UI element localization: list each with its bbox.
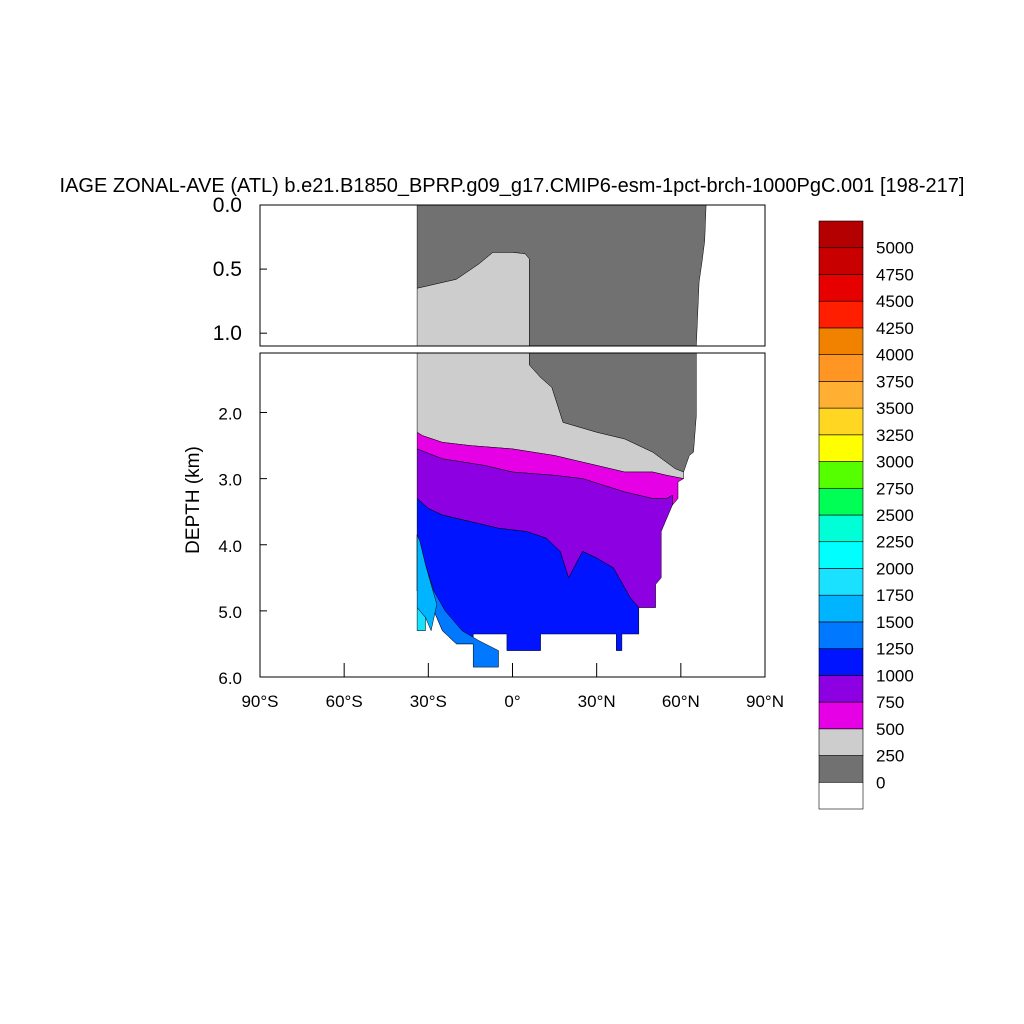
x-tick-label: 30°S <box>410 692 447 711</box>
colorbar-label: 3250 <box>876 426 914 445</box>
x-tick-label: 60°S <box>326 692 363 711</box>
y-tick-label: 3.0 <box>218 471 242 490</box>
colorbar-swatch <box>818 675 864 703</box>
colorbar-label: 1250 <box>876 640 914 659</box>
colorbar-label: 250 <box>876 747 904 766</box>
x-tick-label: 60°N <box>662 692 700 711</box>
colorbar-label: 3000 <box>876 453 914 472</box>
colorbar-swatch <box>818 407 864 436</box>
y-tick-label: 0.0 <box>213 194 242 217</box>
colorbar-label: 4250 <box>876 319 914 338</box>
colorbar-label: 1500 <box>876 613 914 632</box>
y-tick-label: 5.0 <box>218 603 242 622</box>
colorbar-swatch <box>818 541 864 569</box>
x-axis: 90°S 60°S 30°S 0° 30°N 60°N 90°N <box>241 663 784 711</box>
colorbar-swatch <box>818 621 864 649</box>
colorbar-label: 2000 <box>876 559 914 578</box>
y-tick-label: 0.5 <box>213 258 242 281</box>
y-tick-label: 6.0 <box>218 669 242 688</box>
upper-panel: 0.0 0.5 1.0 <box>213 194 766 955</box>
colorbar-swatch <box>818 594 864 623</box>
y-axis-label: DEPTH (km) <box>183 446 204 554</box>
lower-panel: 2.0 3.0 4.0 5.0 6.0 <box>218 352 766 688</box>
colorbar-swatch <box>818 247 864 275</box>
contour-region-1750-2000 <box>417 699 437 885</box>
x-tick-label: 30°N <box>578 692 616 711</box>
colorbar-label: 1000 <box>876 666 914 685</box>
contour-region-500-750 <box>416 252 530 346</box>
colorbar-swatch <box>818 568 864 596</box>
colorbar-label: 0 <box>876 773 885 792</box>
colorbar-label: 3500 <box>876 399 914 418</box>
contour-region-1500-1750 <box>417 699 498 955</box>
contour-region-2000-2250 <box>416 606 426 631</box>
y-tick-label: 1.0 <box>213 322 242 345</box>
colorbar-label: 4500 <box>876 292 914 311</box>
colorbar-label: 500 <box>876 720 904 739</box>
colorbar-label: 5000 <box>876 239 914 258</box>
colorbar-label: 750 <box>876 693 904 712</box>
colorbar-swatch <box>818 648 864 676</box>
colorbar-swatch <box>818 781 864 810</box>
x-tick-label: 90°S <box>241 692 278 711</box>
colorbar-label: 2250 <box>876 533 914 552</box>
colorbar-label: 3750 <box>876 372 914 391</box>
colorbar: 0 250 500 750 1000 1250 1500 1750 2000 2250 2500 27… <box>818 220 914 810</box>
x-tick-label: 90°N <box>746 692 784 711</box>
colorbar-swatch <box>818 300 864 329</box>
colorbar-label: 2500 <box>876 506 914 525</box>
panel-frame <box>259 204 766 347</box>
x-tick-label: 0° <box>504 692 520 711</box>
colorbar-swatch <box>818 461 864 489</box>
colorbar-swatch <box>818 381 864 409</box>
colorbar-swatch <box>818 755 864 783</box>
y-tick-label: 4.0 <box>218 537 242 556</box>
colorbar-label: 2750 <box>876 479 914 498</box>
contour-region-2000-2250 <box>417 840 425 885</box>
colorbar-swatch <box>818 701 864 730</box>
colorbar-swatch <box>818 487 864 516</box>
colorbar-swatch <box>818 327 864 355</box>
colorbar-swatch <box>818 434 864 462</box>
y-tick-label: 2.0 <box>218 405 242 424</box>
colorbar-swatch <box>818 728 864 756</box>
colorbar-swatch <box>818 514 864 543</box>
chart-title: IAGE ZONAL-AVE (ATL) b.e21.B1850_BPRP.g0… <box>60 175 965 197</box>
colorbar-swatch <box>818 274 864 302</box>
colorbar-swatch <box>818 220 864 249</box>
colorbar-swatch <box>818 354 864 382</box>
colorbar-label: 4750 <box>876 265 914 284</box>
colorbar-label: 1750 <box>876 586 914 605</box>
colorbar-label: 4000 <box>876 346 914 365</box>
